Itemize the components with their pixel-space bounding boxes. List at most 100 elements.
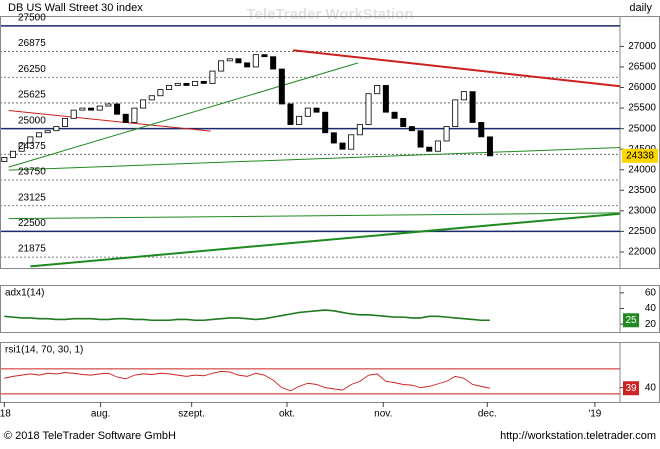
candle-body [478,122,485,138]
y2-tick-label: 24000 [628,164,656,175]
y-tick-label: 26875 [18,38,46,49]
candle-body [270,56,277,70]
candle-body [53,126,60,132]
candle-body [44,130,51,134]
last-value-box [623,381,639,396]
y-tick-label: 27500 [18,13,46,24]
candle-body [400,117,407,127]
candle-body [261,54,268,58]
candle-body [313,107,320,113]
candle-body [105,103,112,107]
candle-body [62,117,69,127]
x-tick-label: '19 [588,409,601,420]
x-tick-label: szept. [178,409,205,420]
y-tick-label: 26250 [18,64,46,75]
watermark: TeleTrader WorkStation [247,6,414,23]
candle-body [226,58,233,62]
y-tick-label: 23750 [18,167,46,178]
x-tick-label: '18 [0,409,11,420]
candle-body [96,105,103,111]
y-tick-label: 40 [645,382,657,393]
candle-body [417,130,424,148]
last-value-box [622,148,658,163]
last-value-box [623,313,639,328]
candle-body [148,95,155,101]
candle-body [166,85,173,90]
candle-body [1,157,8,162]
candle-body [244,62,251,68]
panel-title: rsi1(14, 70, 30, 1) [5,345,83,356]
candle-body [218,60,225,72]
candle-body [348,134,355,150]
candle-body [200,80,207,84]
candle-body [192,80,199,86]
trendline [8,62,359,168]
candle-body [183,83,190,86]
candle-body [356,124,363,136]
y2-tick-label: 23000 [628,205,656,216]
y-tick-label: 20 [645,319,657,330]
url: http://workstation.teletrader.com [500,430,656,442]
candle-body [365,93,372,125]
panel-title: adx1(14) [5,288,44,299]
last-value: 25 [625,315,637,326]
candle-body [70,109,77,119]
y-tick-label: 25625 [18,90,46,101]
candle-body [460,91,467,101]
y2-tick-label: 25000 [628,123,656,134]
plot [4,309,490,322]
candle-body [174,83,181,86]
series-line [4,309,490,322]
period: daily [629,2,652,14]
candle-body [140,99,147,109]
candle-body [426,146,433,152]
candle-body [304,107,311,117]
y-tick-label: 23125 [18,192,46,203]
x-tick-label: okt. [279,409,295,420]
candle-body [330,132,337,144]
candle-body [322,111,329,134]
candle-body [10,150,17,158]
candle-body [157,89,164,97]
candle-body [278,68,285,105]
y-tick-label: 40 [645,303,657,314]
series-line [4,370,491,392]
y2-tick-label: 22000 [628,247,656,258]
x-tick-label: nov. [374,409,392,420]
candle-body [18,142,25,152]
candle-body [88,107,95,111]
candle-body [382,85,389,113]
candle-body [27,136,34,144]
candle-body [408,126,415,132]
trendline [292,49,620,88]
copyright: © 2018 TeleTrader Software GmbH [4,430,176,442]
y-tick-label: 24375 [18,141,46,152]
last-value: 39 [625,383,637,394]
trendline [8,147,620,171]
candle-body [452,99,459,127]
y-tick-label: 25000 [18,115,46,126]
trendline [8,212,620,220]
y-tick-label: 60 [645,287,657,298]
y2-tick-label: 25500 [628,103,656,114]
y-tick-label: 21875 [18,244,46,255]
candle-body [122,113,129,123]
trendline [30,212,620,268]
y2-tick-label: 26500 [628,62,656,73]
candle-body [443,126,450,142]
candle-body [339,142,346,150]
x-tick-label: aug. [91,409,110,420]
candle-body [79,107,86,111]
x-tick-label: dec. [478,409,497,420]
plot [1,25,620,268]
candle-body [486,136,493,157]
y2-tick-label: 23500 [628,185,656,196]
y-tick-label: 22500 [18,218,46,229]
plot [1,368,620,395]
candle-body [235,58,242,64]
y2-tick-label: 22500 [628,226,656,237]
candle-body [209,70,216,84]
